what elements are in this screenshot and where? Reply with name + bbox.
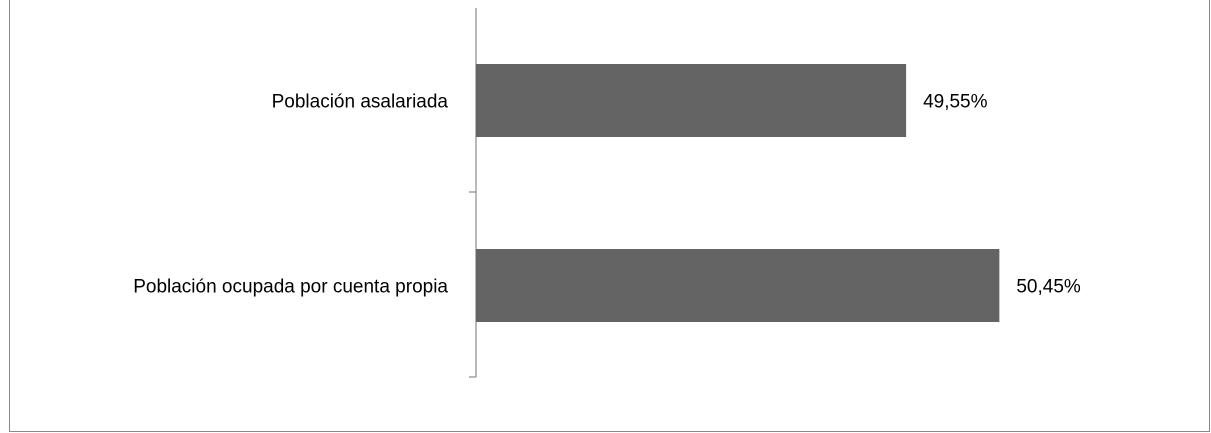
data-label-poblacion-asalariada: 49,55%	[923, 92, 988, 113]
category-label-poblacion-cuenta-propia: Población ocupada por cuenta propia	[133, 277, 448, 298]
category-label-poblacion-asalariada: Población asalariada	[272, 92, 449, 113]
bar-poblacion-cuenta-propia	[476, 249, 1000, 322]
bar-poblacion-asalariada	[476, 64, 907, 137]
data-label-poblacion-cuenta-propia: 50,45%	[1016, 277, 1081, 298]
